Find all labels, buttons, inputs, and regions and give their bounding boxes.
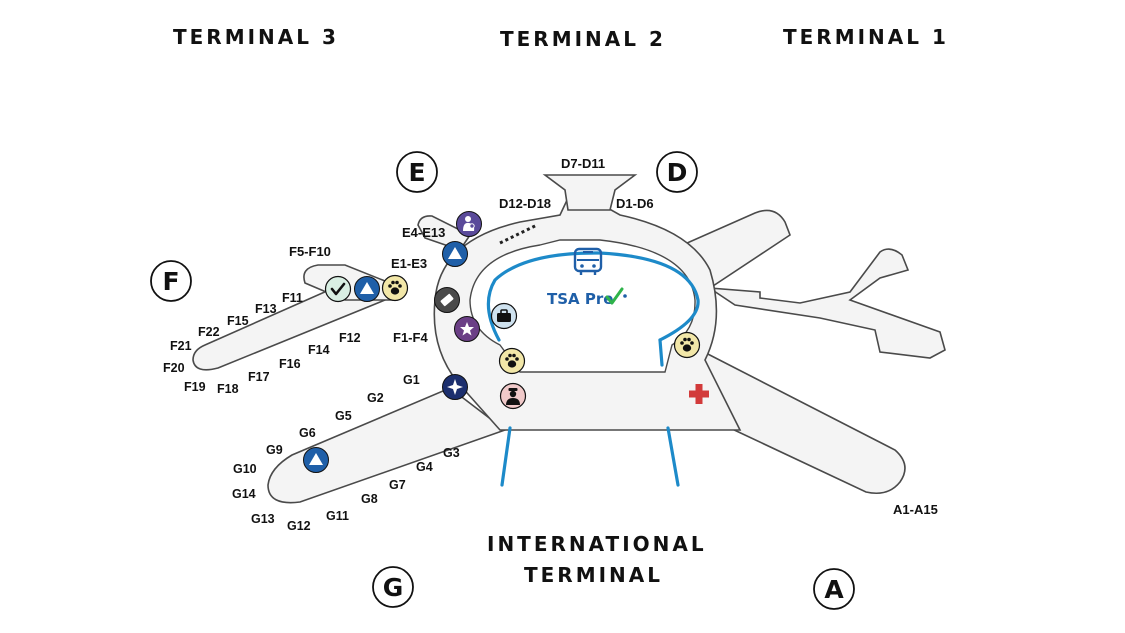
gate-label-g6: G6 (299, 426, 316, 440)
boarding-area-a[interactable]: A (813, 568, 855, 610)
pet-relief-icon-center[interactable] (498, 347, 526, 375)
checkpoint-icon[interactable] (324, 275, 352, 303)
gate-label-d7-d11: D7-D11 (561, 156, 605, 171)
airtrain-line-left-leg (500, 426, 512, 487)
pier-a (698, 348, 906, 495)
boarding-area-g[interactable]: G (372, 566, 414, 608)
gate-label-g5: G5 (335, 409, 352, 423)
gate-label-d12-d18: D12-D18 (499, 196, 551, 211)
compass-star-icon[interactable] (442, 374, 468, 400)
gate-label-f22: F22 (198, 325, 220, 339)
boarding-area-d-letter: D (667, 158, 688, 187)
restroom-icon[interactable] (442, 241, 468, 267)
terminal-3-label: TERMINAL 3 (173, 25, 339, 49)
international-terminal-label-line2: TERMINAL (524, 563, 663, 587)
gate-label-f11: F11 (282, 291, 303, 305)
tsa-check-icon (605, 287, 624, 305)
pier-b-c (658, 209, 946, 359)
pet-relief-icon-d[interactable] (673, 331, 701, 359)
airtrain-line-center (658, 338, 664, 367)
gate-label-f15: F15 (227, 314, 249, 328)
gate-label-g10: G10 (233, 462, 257, 476)
gate-label-g7: G7 (389, 478, 406, 492)
bus-icon (573, 247, 603, 275)
gate-label-e1-e3: E1-E3 (391, 256, 427, 271)
gate-label-f18: F18 (217, 382, 239, 396)
gate-label-f19: F19 (184, 380, 206, 394)
luggage-icon[interactable] (490, 302, 518, 330)
gate-label-f21: F21 (170, 339, 192, 353)
tsa-precheck-badge: TSA Pre (547, 287, 627, 308)
gate-label-g9: G9 (266, 443, 283, 457)
gate-label-g2: G2 (367, 391, 384, 405)
star-icon[interactable] (454, 316, 480, 342)
gate-label-f5-f10: F5-F10 (289, 244, 331, 259)
pier-d-top (542, 174, 638, 211)
gate-label-g12: G12 (287, 519, 311, 533)
officer-icon[interactable] (499, 382, 527, 410)
boarding-area-f-letter: F (162, 267, 179, 296)
lounge-icon[interactable] (434, 287, 460, 313)
terminal-1-label: TERMINAL 1 (783, 25, 949, 49)
walkway-dotted (499, 223, 538, 245)
gate-label-a1-a15: A1-A15 (893, 502, 938, 517)
tsa-precheck-label: TSA Pre (547, 290, 613, 308)
gate-label-f13: F13 (255, 302, 277, 316)
tsa-registered-dot (623, 294, 627, 298)
gate-label-f20: F20 (163, 361, 185, 375)
first-aid-icon[interactable] (689, 384, 709, 404)
gate-label-f17: F17 (248, 370, 270, 384)
gate-label-g13: G13 (251, 512, 275, 526)
airtrain-line-right-leg (666, 426, 680, 487)
gate-label-g11: G11 (326, 509, 349, 523)
gate-label-g4: G4 (416, 460, 433, 474)
pier-g (267, 387, 507, 504)
boarding-area-a-letter: A (824, 575, 844, 604)
gate-label-f14: F14 (308, 343, 330, 357)
nursing-room-icon[interactable] (456, 211, 482, 237)
gate-label-d1-d6: D1-D6 (616, 196, 654, 211)
restroom-icon-g[interactable] (303, 447, 329, 473)
gate-label-f12: F12 (339, 331, 361, 345)
boarding-area-e-letter: E (408, 158, 425, 187)
terminal-2-label: TERMINAL 2 (500, 27, 666, 51)
boarding-area-g-letter: G (383, 573, 404, 602)
boarding-area-f[interactable]: F (150, 260, 192, 302)
gate-label-g1: G1 (403, 373, 420, 387)
boarding-area-e[interactable]: E (396, 151, 438, 193)
gate-label-g8: G8 (361, 492, 378, 506)
pet-relief-icon-e[interactable] (381, 274, 409, 302)
boarding-area-d[interactable]: D (656, 151, 698, 193)
gate-label-g14: G14 (232, 487, 256, 501)
gate-label-f1-f4: F1-F4 (393, 330, 428, 345)
pier-f (192, 282, 388, 371)
international-terminal-label-line1: INTERNATIONAL (487, 532, 707, 556)
gate-label-e4-e13: E4-E13 (402, 225, 445, 240)
gate-label-g3: G3 (443, 446, 460, 460)
gate-label-f16: F16 (279, 357, 301, 371)
restroom-icon-f[interactable] (354, 276, 380, 302)
